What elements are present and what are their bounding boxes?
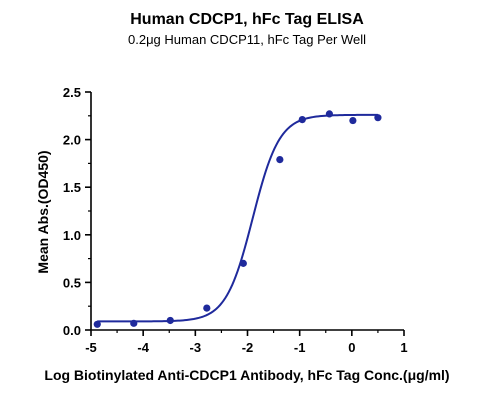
data-point	[239, 259, 247, 267]
plot-area	[93, 110, 382, 328]
data-point	[325, 110, 334, 118]
y-tick-label: 2.5	[63, 85, 81, 100]
data-point	[203, 304, 211, 312]
y-axis-label: Mean Abs.(OD450)	[35, 150, 51, 273]
x-tick-label: -3	[190, 340, 202, 355]
fit-curve	[97, 113, 378, 323]
x-tick-label: -2	[242, 340, 254, 355]
y-tick-label: 0.0	[63, 323, 81, 338]
data-point	[130, 319, 138, 327]
data-point	[349, 116, 357, 125]
data-point	[166, 316, 174, 325]
data-point	[93, 320, 101, 328]
y-tick-label: 1.5	[63, 180, 81, 195]
chart-title: Human CDCP1, hFc Tag ELISA	[130, 11, 364, 28]
y-tick-label: 1.0	[63, 228, 81, 243]
x-tick-label: -4	[137, 340, 149, 355]
axes: -5 -4 -3 -2 -1 0 1 0.0 0.5 1.0 1.5 2.0 2.5	[63, 85, 408, 355]
y-tick-label: 0.5	[63, 275, 81, 290]
y-tick-label: 2.0	[63, 133, 81, 148]
x-tick-label: -5	[85, 340, 97, 355]
x-tick-label: 0	[348, 340, 355, 355]
data-point	[374, 114, 382, 122]
data-point	[276, 155, 284, 164]
chart-subtitle: 0.2μg Human CDCP11, hFc Tag Per Well	[128, 32, 366, 47]
x-tick-label: 1	[400, 340, 407, 355]
data-point	[298, 116, 306, 124]
x-axis-label: Log Biotinylated Anti-CDCP1 Antibody, hF…	[44, 367, 449, 383]
x-tick-label: -1	[294, 340, 306, 355]
